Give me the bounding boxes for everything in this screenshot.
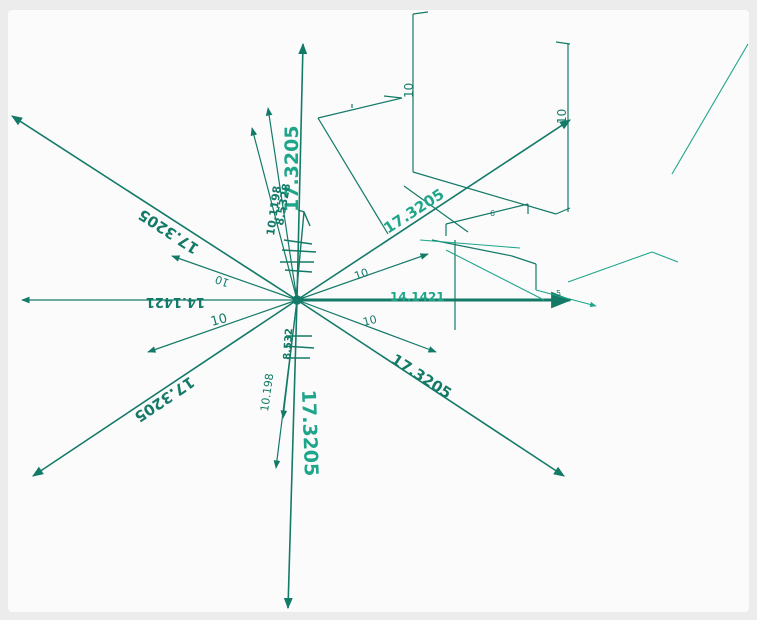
drawing-canvas[interactable] xyxy=(8,10,749,612)
dim-line-bottom-left-b[interactable] xyxy=(280,299,298,419)
dim-line-lower-left[interactable] xyxy=(32,299,298,477)
label-box-right: 10 xyxy=(555,109,569,124)
label-bottom-left-b: 8.532 xyxy=(282,328,295,360)
label-box-tick-right: 5 xyxy=(556,289,561,298)
label-right-short-lower: 10 xyxy=(361,313,378,329)
dim-line-top-left-a[interactable] xyxy=(250,127,298,301)
dim-line-bottom[interactable] xyxy=(283,299,298,610)
dim-line-upper-left[interactable] xyxy=(11,115,298,301)
dim-line-right-short-lower[interactable] xyxy=(296,299,437,353)
label-right-horizontal: 14.1421 xyxy=(390,290,445,304)
label-box-small: 6 xyxy=(490,209,495,218)
dim-line-left-short[interactable] xyxy=(171,255,298,301)
dim-line-left-lower-short[interactable] xyxy=(147,299,298,353)
dim-line-top[interactable] xyxy=(296,42,308,301)
label-bottom-left-a: 10.198 xyxy=(258,372,276,412)
label-top-main: 17.3205 xyxy=(281,125,303,212)
dim-line-lower-right[interactable] xyxy=(296,299,565,477)
label-lower-left-diag: 17.3205 xyxy=(131,373,198,426)
label-left-horizontal: 14.1421 xyxy=(146,294,205,309)
box-outline xyxy=(317,11,571,330)
origin-cluster xyxy=(280,209,317,359)
label-right-short-upper: 10 xyxy=(353,266,371,283)
dim-line-upper-right[interactable] xyxy=(296,119,571,301)
box-outline-light xyxy=(419,43,749,308)
dim-line-right-short-upper[interactable] xyxy=(296,253,429,301)
label-left-lower-short: 10 xyxy=(209,311,229,330)
label-left-short: 10 xyxy=(213,272,231,289)
dim-line-top-left-b[interactable] xyxy=(265,107,298,301)
label-bottom-main: 17.3205 xyxy=(297,389,322,476)
label-lower-right-diag: 17.3205 xyxy=(388,350,455,402)
label-box-height: 10 xyxy=(402,83,416,98)
